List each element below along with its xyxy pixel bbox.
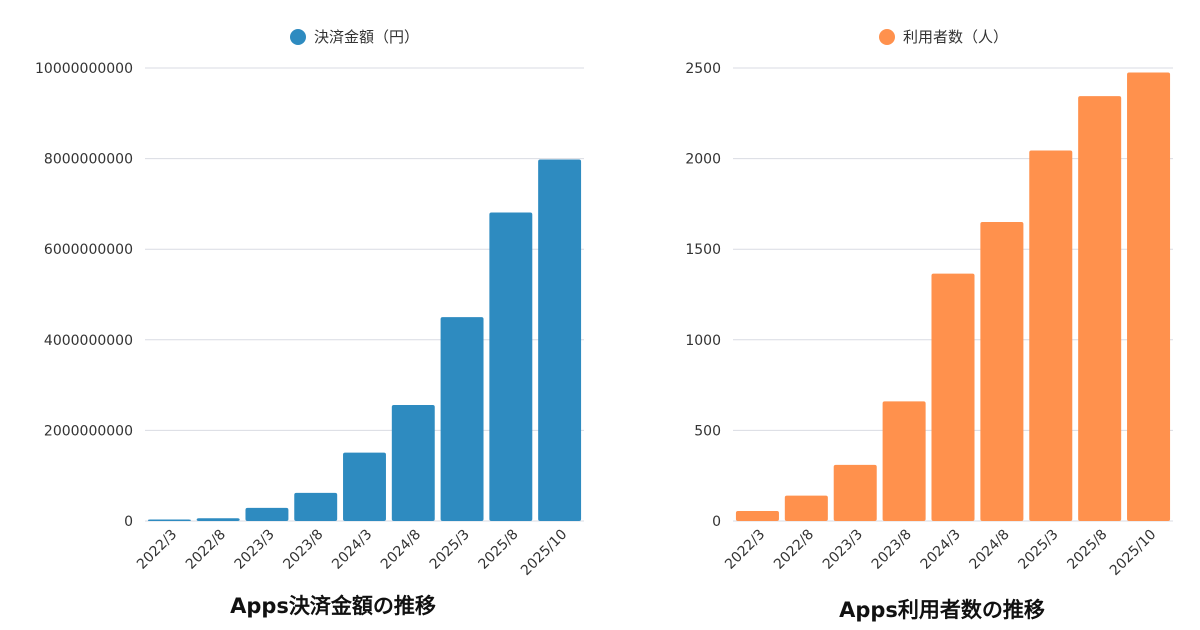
- chart-title-users: Apps利用者数の推移: [839, 598, 1045, 622]
- x-tick-label: 2025/8: [1064, 527, 1110, 573]
- bar-payment-8: [538, 159, 582, 522]
- bar-payment-1: [196, 518, 240, 521]
- bar-users-6: [1029, 150, 1073, 522]
- chart-title-payment: Apps決済金額の推移: [230, 594, 436, 618]
- y-tick-label: 0: [124, 514, 133, 530]
- bar-users-7: [1078, 96, 1122, 521]
- bar-users-2: [833, 464, 877, 521]
- x-tick-label: 2025/10: [518, 527, 570, 579]
- bar-payment-5: [391, 405, 435, 521]
- bar-users-1: [784, 495, 828, 521]
- x-tick-label: 2025/3: [427, 527, 473, 573]
- legend-label-users: 利用者数（人）: [903, 28, 1008, 46]
- legend-label-payment: 決済金額（円）: [314, 28, 419, 46]
- bar-payment-0: [147, 519, 191, 521]
- y-tick-label: 4000000000: [44, 333, 133, 349]
- x-tick-label: 2024/3: [918, 527, 964, 573]
- x-tick-label: 2022/8: [183, 527, 229, 573]
- y-tick-label: 2500: [685, 61, 721, 77]
- x-tick-label: 2023/3: [820, 527, 866, 573]
- bar-users-4: [931, 273, 975, 521]
- payment-amount-chart: 決済金額（円） 0 2000000000 4000000000 6000000000 8…: [35, 28, 584, 618]
- y-tick-label: 2000: [685, 152, 721, 168]
- legend-swatch-payment: [290, 29, 306, 45]
- bar-payment-7: [489, 212, 533, 521]
- x-tick-label: 2025/10: [1107, 527, 1159, 579]
- x-tick-label: 2023/8: [280, 527, 326, 573]
- user-count-chart: 利用者数（人） 0 500 1000 1500 2000 2500 2022/3 2022/…: [685, 28, 1173, 622]
- bar-payment-3: [294, 492, 338, 521]
- y-tick-label: 0: [712, 514, 721, 530]
- x-tick-label: 2024/8: [378, 527, 424, 573]
- y-tick-label: 8000000000: [44, 152, 133, 168]
- x-tick-label: 2023/8: [869, 527, 915, 573]
- legend-swatch-users: [879, 29, 895, 45]
- y-tick-label: 2000000000: [44, 423, 133, 439]
- x-tick-label: 2024/3: [329, 527, 375, 573]
- y-tick-label: 1000: [685, 333, 721, 349]
- x-tick-label: 2022/3: [134, 527, 180, 573]
- bar-payment-4: [343, 452, 386, 521]
- x-tick-label: 2022/3: [722, 527, 768, 573]
- bar-payment-6: [440, 317, 484, 521]
- x-tick-label: 2023/3: [232, 527, 278, 573]
- x-tick-label: 2025/8: [476, 527, 522, 573]
- bar-users-3: [882, 401, 926, 521]
- x-tick-label: 2022/8: [771, 527, 817, 573]
- x-tick-label: 2025/3: [1015, 527, 1061, 573]
- y-tick-label: 1500: [685, 242, 721, 258]
- bar-users-5: [980, 222, 1024, 521]
- y-tick-label: 500: [694, 423, 721, 439]
- bar-payment-2: [245, 507, 289, 521]
- x-tick-label: 2024/8: [967, 527, 1013, 573]
- bar-users-8: [1127, 72, 1171, 521]
- y-tick-label: 6000000000: [44, 242, 133, 258]
- bar-users-0: [735, 511, 779, 521]
- y-tick-label: 10000000000: [35, 61, 133, 77]
